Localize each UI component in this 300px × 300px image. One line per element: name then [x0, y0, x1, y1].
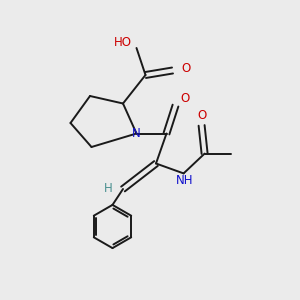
Text: O: O [197, 109, 206, 122]
Text: HO: HO [114, 35, 132, 49]
Text: O: O [182, 62, 190, 75]
Text: NH: NH [176, 173, 194, 187]
Text: N: N [132, 127, 141, 140]
Text: O: O [181, 92, 190, 105]
Text: H: H [103, 182, 112, 195]
